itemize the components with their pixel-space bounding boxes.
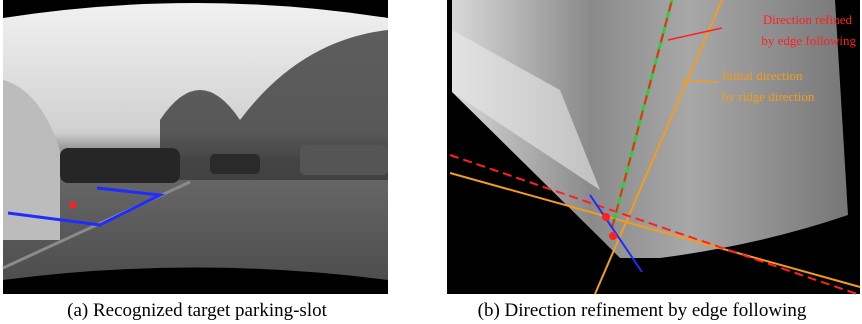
annotation: by ridge direction <box>722 89 815 104</box>
annotation: Direction refined <box>763 12 853 27</box>
figure: Direction refined by edge following Init… <box>0 0 862 324</box>
photo-a <box>3 0 388 294</box>
photo-b: Direction refined by edge following Init… <box>447 0 860 295</box>
annotation: Initial direction <box>722 68 803 83</box>
annotation: by edge following <box>761 33 856 48</box>
caption: (b) Direction refinement by edge followi… <box>478 300 807 321</box>
caption: (a) Recognized target parking-slot <box>67 300 327 321</box>
